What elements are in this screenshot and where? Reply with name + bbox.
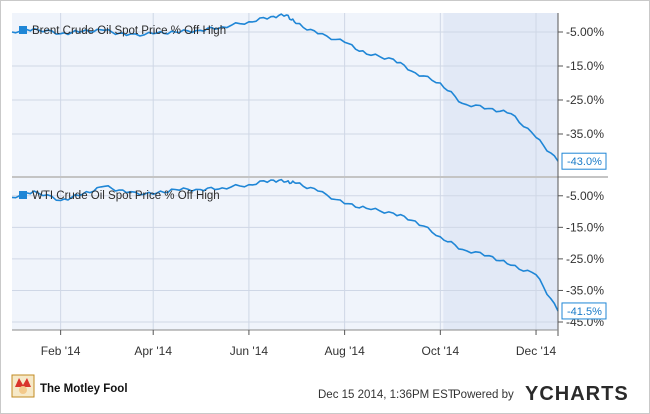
timestamp: Dec 15 2014, 1:36PM EST.	[318, 389, 457, 401]
legend-swatch	[19, 191, 27, 199]
y-tick-label: -35.0%	[566, 283, 604, 297]
brand-name: The Motley Fool	[40, 383, 128, 395]
legend-label: WTI Crude Oil Spot Price % Off High	[32, 190, 220, 202]
legend-swatch	[19, 26, 27, 34]
jester-face-icon	[19, 386, 27, 394]
panel-shade	[443, 178, 558, 330]
motley-fool-logo	[11, 374, 35, 398]
series-line	[11, 178, 559, 312]
powered-by-label: Powered by	[453, 389, 514, 401]
y-tick-label: -35.0%	[566, 127, 604, 141]
x-tick-label: Dec '14	[516, 344, 557, 358]
panel-shade	[443, 13, 558, 176]
y-tick-label: -15.0%	[566, 59, 604, 73]
end-value-box	[561, 152, 607, 170]
x-tick-label: Feb '14	[41, 344, 81, 358]
y-tick-label: -15.0%	[566, 220, 604, 234]
ycharts-logo: YCHARTS	[525, 383, 629, 405]
y-tick-label: -25.0%	[566, 93, 604, 107]
series-line	[11, 13, 559, 162]
end-value-label: -41.5%	[567, 306, 602, 318]
y-tick-label: -5.00%	[566, 25, 604, 39]
jester-hat-icon	[15, 378, 31, 387]
y-tick-label: -5.00%	[566, 189, 604, 203]
x-tick-label: Aug '14	[324, 344, 365, 358]
end-value-box	[561, 302, 607, 320]
end-value-label: -43.0%	[567, 156, 602, 168]
x-tick-label: Jun '14	[230, 344, 269, 358]
x-tick-label: Apr '14	[134, 344, 172, 358]
x-tick-label: Oct '14	[422, 344, 460, 358]
y-tick-label: -25.0%	[566, 252, 604, 266]
legend-label: Brent Crude Oil Spot Price % Off High	[32, 25, 226, 37]
